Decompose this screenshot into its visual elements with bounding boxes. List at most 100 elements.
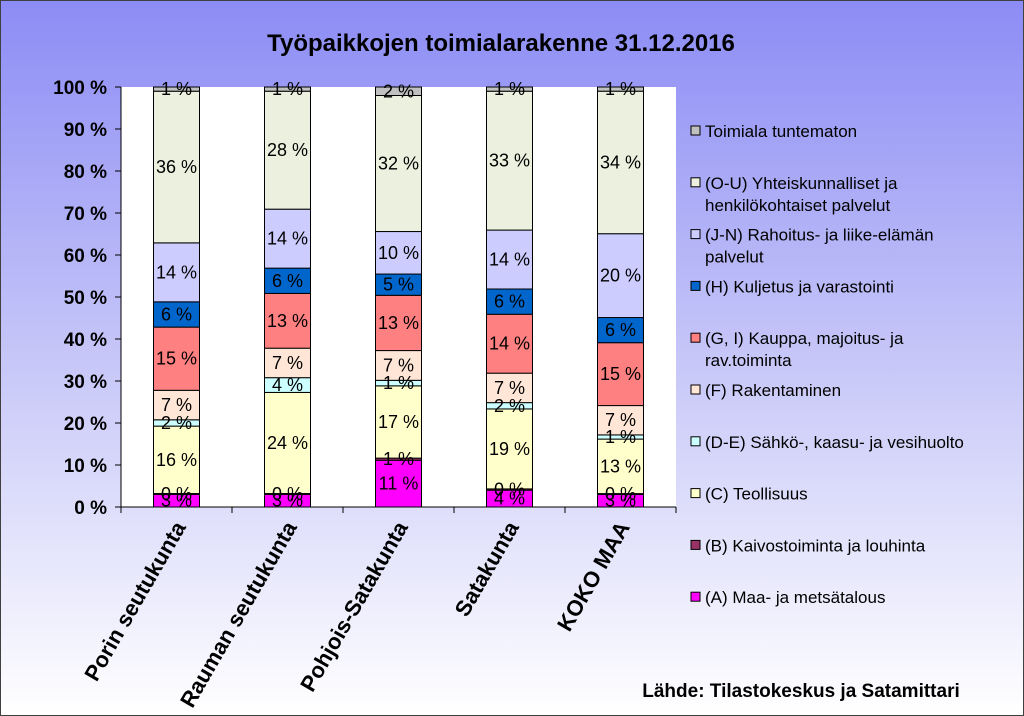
legend-swatch — [690, 229, 701, 240]
data-label: 5 % — [383, 275, 414, 295]
data-label: 16 % — [156, 450, 197, 470]
data-label: 6 % — [494, 292, 525, 312]
bar-segment — [486, 408, 533, 490]
legend-swatch — [690, 591, 701, 602]
data-label: 11 % — [379, 474, 419, 494]
data-label: 15 % — [156, 349, 197, 369]
data-label: 4 % — [272, 375, 303, 395]
data-label: 3 % — [605, 491, 636, 511]
bar-segment — [264, 267, 311, 294]
legend-swatch — [690, 177, 701, 188]
data-label: 36 % — [156, 157, 197, 177]
legend-swatch — [690, 436, 701, 447]
data-label: 2 % — [161, 413, 192, 433]
data-label: 2 % — [383, 81, 414, 101]
legend-label: (A) Maa- ja metsätalous — [705, 588, 885, 607]
bar-segment — [597, 438, 644, 495]
bar-segment — [597, 233, 644, 319]
y-tick-label: 100 % — [53, 78, 107, 99]
y-axis: 0 % 10 % 20 % 30 % 40 % 50 % 60 % 70 % 80 % 90 % 1… — [53, 78, 122, 519]
legend-label: (H) Kuljetus ja varastointi — [705, 277, 894, 296]
data-label: 0 % — [605, 484, 636, 504]
data-label: 1 % — [494, 79, 525, 99]
data-label: 7 % — [161, 395, 192, 415]
legend-swatch — [690, 332, 701, 343]
legend-swatch — [690, 384, 701, 395]
bar-segment — [264, 347, 311, 379]
y-tick-label: 90 % — [64, 120, 107, 141]
legend-label: Toimiala tuntematon — [705, 122, 857, 141]
bar-segment — [486, 313, 533, 374]
data-label: 1 % — [605, 79, 636, 99]
legend-label: (J-N) Rahoitus- ja liike-elämän — [705, 226, 934, 245]
data-label: 32 % — [378, 154, 419, 174]
data-label: 6 % — [161, 304, 192, 324]
bar-segment — [597, 86, 644, 92]
legend-label: palvelut — [705, 248, 764, 267]
legend-label: (O-U) Yhteiskunnalliset ja — [705, 174, 898, 193]
bar-segment — [375, 350, 422, 381]
data-label: 2 % — [494, 396, 525, 416]
data-label: 7 % — [383, 355, 414, 375]
legend-swatch — [690, 539, 701, 550]
bar-segment — [486, 372, 533, 404]
data-label: 13 % — [267, 311, 308, 331]
bar-segment — [375, 459, 422, 508]
bar-segment — [375, 86, 422, 97]
data-label: 15 % — [600, 364, 641, 384]
data-label: 20 % — [600, 266, 641, 286]
legend-swatch — [690, 280, 701, 291]
legend-swatch — [690, 488, 701, 499]
legend-label: (F) Rakentaminen — [705, 381, 841, 400]
data-label: 3 % — [272, 491, 303, 511]
bar-segment — [375, 231, 422, 275]
data-label: 13 % — [378, 313, 419, 333]
bar-segment — [597, 90, 644, 235]
y-tick-label: 30 % — [64, 372, 107, 393]
y-tick-label: 20 % — [64, 414, 107, 435]
data-label: 0 % — [161, 484, 192, 504]
bar-segment — [264, 292, 311, 349]
data-label: 14 % — [489, 334, 530, 354]
bar-segment — [597, 317, 644, 344]
bar-segment — [375, 95, 422, 233]
chart-title: Työpaikkojen toimialarakenne 31.12.2016 — [267, 30, 735, 57]
bar-segment — [264, 86, 311, 92]
x-tick-label: Satakunta — [450, 516, 525, 620]
bar-segment — [486, 86, 533, 92]
data-label: 10 % — [378, 243, 419, 263]
data-label: 34 % — [600, 152, 641, 172]
y-tick-label: 40 % — [64, 330, 107, 351]
data-label: 19 % — [489, 439, 530, 459]
data-label: 6 % — [605, 320, 636, 340]
data-label: 14 % — [489, 250, 530, 270]
bar-segment — [153, 90, 200, 244]
legend-label: henkilökohtaiset palvelut — [705, 196, 891, 215]
legend-label: (G, I) Kauppa, majoitus- ja — [705, 329, 904, 348]
x-tick-label: Pohjois-Satakunta — [295, 516, 413, 695]
data-label: 17 % — [378, 412, 419, 432]
data-label: 1 % — [383, 449, 414, 469]
legend-label: rav.toiminta — [705, 351, 792, 370]
data-label: 1 % — [272, 79, 303, 99]
bar-segment — [375, 385, 422, 459]
bar-segment — [264, 208, 311, 269]
bar-segment — [375, 294, 422, 352]
y-tick-label: 60 % — [64, 246, 107, 267]
data-label: 13 % — [600, 456, 641, 476]
data-label: 7 % — [494, 378, 525, 398]
legend-swatch — [690, 125, 701, 136]
data-label: 0 % — [272, 484, 303, 504]
data-label: 1 % — [383, 373, 414, 393]
data-label: 1 % — [161, 79, 192, 99]
data-label: 14 % — [156, 262, 197, 282]
bar-segment — [597, 342, 644, 407]
data-label: 7 % — [272, 353, 303, 373]
y-tick-label: 0 % — [74, 498, 107, 519]
data-label: 24 % — [267, 433, 308, 453]
bar-segment — [486, 90, 533, 231]
x-tick-label: KOKO MAA — [552, 517, 635, 635]
x-tick-label: Rauman seutukunta — [175, 516, 302, 711]
